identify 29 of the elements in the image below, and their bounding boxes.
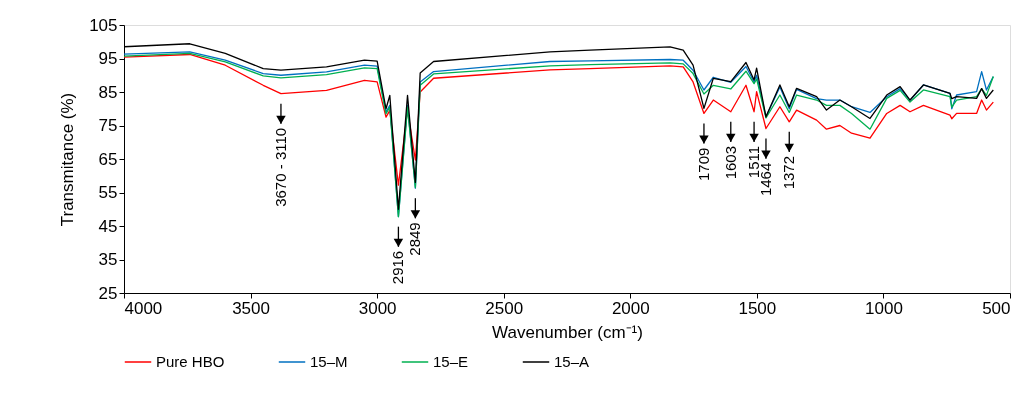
annotation: 2849 xyxy=(406,222,424,256)
annotation: 2916 xyxy=(389,250,407,285)
x-axis-title: Wavenumber (cm⁻¹) xyxy=(492,322,643,342)
y-tick-label: 75 xyxy=(98,116,118,135)
x-tick-label: 1500 xyxy=(738,298,777,318)
x-tick-label: 500 xyxy=(982,298,1011,318)
y-tick-label: 55 xyxy=(98,183,118,202)
y-tick-label: 45 xyxy=(98,216,118,236)
x-tick-label: 2500 xyxy=(485,298,524,318)
annotation: 1709 xyxy=(694,147,712,181)
x-tick-label: 3000 xyxy=(358,298,397,318)
legend-label: 15–A xyxy=(554,353,590,370)
legend-label: 15–E xyxy=(433,353,469,370)
x-tick-label: 3500 xyxy=(232,298,270,318)
annotation: 1372 xyxy=(780,155,798,190)
annotation: 1603 xyxy=(721,145,739,180)
x-tick-label: 1000 xyxy=(865,298,903,318)
x-tick-label: 4000 xyxy=(124,298,163,318)
y-tick-label: 85 xyxy=(98,82,118,102)
annotation: 3670 - 3110 xyxy=(271,127,289,207)
y-tick-label: 95 xyxy=(98,49,118,68)
y-tick-label: 25 xyxy=(98,283,118,303)
y-tick-label: 105 xyxy=(89,15,118,35)
legend-label: 15–M xyxy=(310,353,348,370)
y-tick-label: 65 xyxy=(98,149,118,169)
legend-label: Pure HBO xyxy=(156,353,225,370)
y-tick-label: 35 xyxy=(98,250,118,269)
y-axis-title: Transmitance (%) xyxy=(58,92,78,227)
x-tick-label: 2000 xyxy=(611,298,650,318)
